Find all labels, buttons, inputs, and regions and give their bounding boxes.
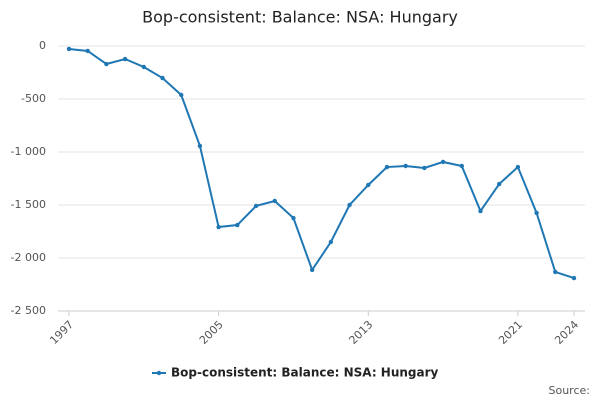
data-point xyxy=(571,275,577,281)
x-tick-label: 2024 xyxy=(552,318,581,347)
legend-label: Bop-consistent: Balance: NSA: Hungary xyxy=(171,366,439,380)
data-point xyxy=(515,164,521,170)
data-point xyxy=(309,267,315,273)
y-tick-label: -1 500 xyxy=(11,198,46,211)
data-point xyxy=(104,61,109,67)
data-point xyxy=(160,75,165,81)
data-point xyxy=(422,165,427,171)
data-point xyxy=(253,203,259,209)
x-tick-label: 2005 xyxy=(197,318,226,347)
series-line xyxy=(68,47,575,279)
data-point xyxy=(141,64,147,70)
y-tick-label: -1 000 xyxy=(11,145,46,158)
data-point xyxy=(85,48,90,54)
x-tick-label: 2013 xyxy=(347,318,376,347)
y-tick-label: -500 xyxy=(21,92,46,105)
y-tick-label: -2 500 xyxy=(11,304,46,317)
data-point xyxy=(66,46,72,52)
chart-title: Bop-consistent: Balance: NSA: Hungary xyxy=(142,8,458,27)
data-point xyxy=(179,92,184,98)
data-point xyxy=(272,198,277,204)
data-point xyxy=(403,163,408,169)
legend-marker xyxy=(156,370,162,376)
data-point xyxy=(347,202,352,208)
source-label: Source: xyxy=(549,384,591,397)
data-point xyxy=(440,159,446,165)
data-point xyxy=(197,143,203,149)
data-point xyxy=(122,56,128,62)
data-point xyxy=(216,224,221,230)
data-point xyxy=(291,215,296,221)
data-point xyxy=(553,269,558,275)
data-point xyxy=(496,181,502,187)
y-tick-label: -2 000 xyxy=(11,251,46,264)
x-tick-label: 1997 xyxy=(47,318,76,347)
data-point xyxy=(459,163,464,169)
data-point xyxy=(534,210,539,216)
y-tick-label: 0 xyxy=(39,39,46,52)
data-point xyxy=(328,239,334,245)
data-point xyxy=(366,182,371,188)
data-point xyxy=(235,222,240,228)
data-point xyxy=(384,164,390,170)
x-tick-label: 2021 xyxy=(496,318,525,347)
data-point xyxy=(478,208,483,214)
